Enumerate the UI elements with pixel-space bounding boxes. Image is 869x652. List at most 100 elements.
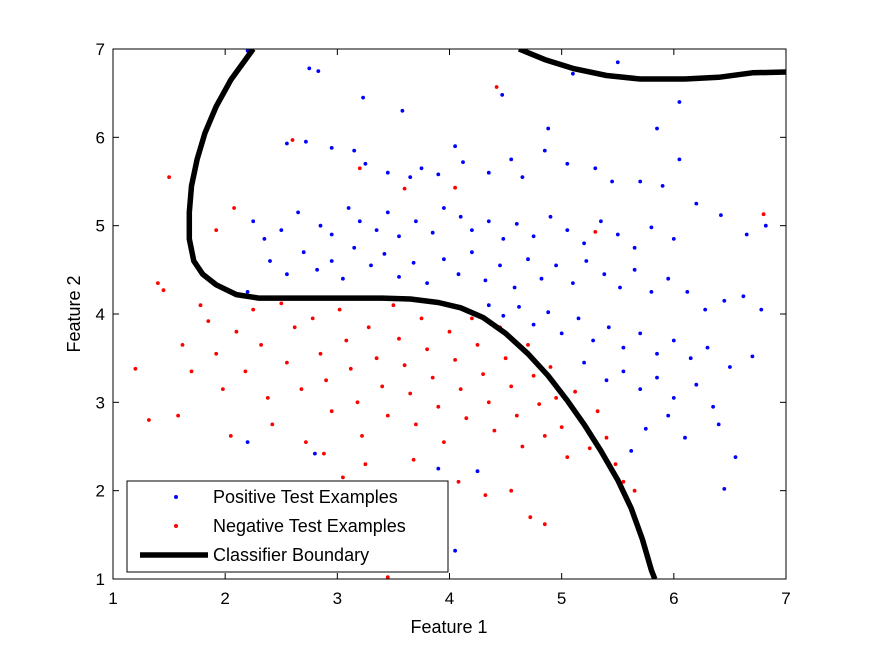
- positive-test-point: [660, 184, 665, 188]
- positive-test-point: [461, 160, 465, 165]
- legend-marker-negative-test-examples: [174, 524, 178, 528]
- positive-test-point: [671, 338, 676, 343]
- negative-test-point: [324, 378, 328, 383]
- negative-test-point: [285, 360, 289, 365]
- positive-test-point: [542, 148, 547, 153]
- negative-test-point: [360, 434, 364, 438]
- positive-test-point: [584, 259, 589, 263]
- positive-test-point: [453, 548, 457, 553]
- positive-test-point: [436, 172, 441, 177]
- negative-test-point: [442, 440, 446, 444]
- negative-test-point: [304, 440, 308, 444]
- positive-test-point: [313, 451, 317, 456]
- negative-test-point: [542, 434, 547, 438]
- negative-test-point: [430, 375, 435, 380]
- negative-test-point: [436, 404, 441, 409]
- y-tick-label: 5: [96, 217, 105, 236]
- negative-test-point: [259, 343, 263, 347]
- legend-label-negative-test-examples: Negative Test Examples: [213, 516, 406, 536]
- negative-test-point: [470, 316, 474, 321]
- negative-test-point: [509, 488, 514, 493]
- positive-test-point: [750, 354, 755, 359]
- negative-test-point: [453, 358, 457, 362]
- positive-test-point: [251, 219, 256, 224]
- positive-test-point: [520, 175, 525, 180]
- positive-test-point: [475, 469, 480, 474]
- negative-test-point: [587, 446, 592, 451]
- negative-test-point: [341, 475, 345, 480]
- positive-test-point: [501, 237, 506, 241]
- negative-test-point: [357, 166, 362, 171]
- positive-test-point: [539, 276, 544, 281]
- x-tick-label: 2: [220, 589, 229, 608]
- y-tick-label: 3: [96, 393, 105, 412]
- negative-test-point: [329, 409, 334, 414]
- negative-test-point: [537, 402, 542, 406]
- positive-test-point: [610, 179, 614, 184]
- negative-test-point: [366, 325, 371, 330]
- positive-test-point: [711, 404, 715, 409]
- positive-test-point: [615, 60, 620, 65]
- negative-test-point: [180, 343, 185, 347]
- positive-test-point: [346, 206, 351, 210]
- negative-test-point: [595, 409, 600, 414]
- positive-test-point: [268, 259, 272, 263]
- negative-test-point: [189, 369, 194, 374]
- positive-test-point: [411, 260, 416, 265]
- positive-test-point: [615, 232, 620, 237]
- positive-test-point: [385, 170, 390, 175]
- positive-test-point: [565, 161, 570, 166]
- negative-test-point: [198, 303, 203, 308]
- positive-test-point: [722, 487, 727, 491]
- x-tick-label: 4: [445, 589, 454, 608]
- positive-test-point: [576, 316, 581, 321]
- positive-test-point: [582, 241, 586, 246]
- positive-test-point: [546, 126, 551, 131]
- x-tick-label: 5: [557, 589, 566, 608]
- negative-test-point: [593, 230, 598, 234]
- negative-test-point: [483, 493, 488, 497]
- negative-test-examples-series: [133, 85, 766, 580]
- positive-test-point: [722, 298, 727, 303]
- negative-test-point: [355, 400, 360, 405]
- negative-test-point: [509, 384, 514, 389]
- positive-test-point: [649, 290, 654, 294]
- positive-test-point: [643, 426, 648, 431]
- negative-test-point: [397, 336, 401, 341]
- x-tick-label: 1: [108, 589, 117, 608]
- positive-test-point: [599, 219, 603, 224]
- x-tick-label: 7: [781, 589, 790, 608]
- positive-test-point: [531, 234, 536, 239]
- negative-test-point: [503, 356, 508, 361]
- positive-test-point: [318, 223, 323, 228]
- legend: Positive Test Examples Negative Test Exam…: [126, 480, 449, 573]
- positive-test-point: [385, 210, 390, 215]
- negative-test-point: [385, 413, 390, 418]
- negative-test-point: [456, 479, 461, 484]
- positive-test-point: [759, 307, 764, 312]
- tick-layer: 1 2 3 4 5 6 7 1 2 3 4 5 6 7: [96, 40, 791, 608]
- negative-test-point: [402, 186, 407, 191]
- positive-test-point: [688, 356, 693, 361]
- positive-test-point: [763, 223, 768, 228]
- negative-test-point: [565, 455, 570, 459]
- negative-test-point: [548, 365, 553, 369]
- positive-test-point: [618, 285, 622, 290]
- negative-test-point: [514, 413, 519, 418]
- positive-test-point: [352, 245, 357, 250]
- negative-test-point: [133, 366, 138, 371]
- negative-test-point: [447, 329, 452, 334]
- negative-test-point: [531, 373, 536, 378]
- y-tick-label: 2: [96, 482, 105, 501]
- positive-test-point: [285, 141, 289, 146]
- positive-test-point: [414, 219, 418, 224]
- positive-test-point: [329, 259, 334, 263]
- negative-test-point: [176, 413, 181, 418]
- positive-test-point: [554, 263, 558, 268]
- negative-test-point: [414, 422, 418, 427]
- negative-test-point: [310, 316, 315, 321]
- positive-test-point: [719, 213, 723, 218]
- positive-test-point: [571, 281, 575, 285]
- negative-test-point: [621, 479, 626, 484]
- positive-test-point: [741, 294, 746, 299]
